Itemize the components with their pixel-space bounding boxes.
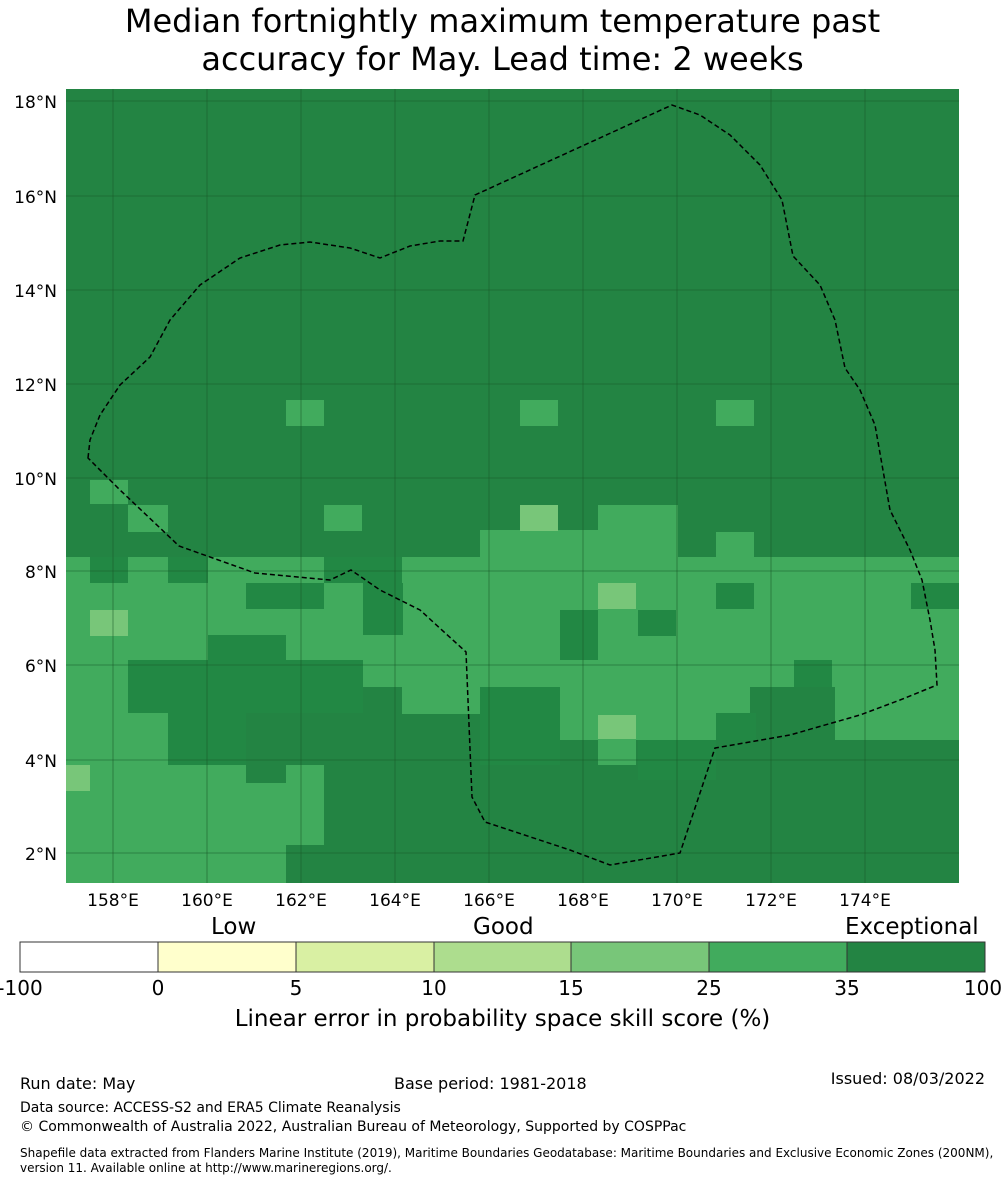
longitude-label: 164°E: [369, 891, 421, 911]
colorbar-segment: [433, 941, 572, 973]
copyright-notice: © Commonwealth of Australia 2022, Austra…: [20, 1119, 687, 1135]
skill-cell: [794, 660, 832, 687]
skill-cell: [716, 532, 754, 582]
skill-cell: [835, 687, 959, 740]
longitude-label: 174°E: [839, 891, 891, 911]
longitude-label: 170°E: [651, 891, 703, 911]
skill-cell: [402, 687, 482, 714]
skill-cell: [911, 583, 959, 609]
latitude-labels: 18°N 16°N 14°N 12°N 10°N 8°N 6°N 4°N 2°N: [14, 93, 57, 865]
colorbar-segment: [157, 941, 297, 973]
skill-cell: [755, 583, 911, 661]
skill-cell: [128, 660, 363, 713]
colorbar-segment: [846, 941, 986, 973]
skill-map: 18°N 16°N 14°N 12°N 10°N 8°N 6°N 4°N 2°N 158°E 16…: [14, 89, 959, 911]
latitude-label: 2°N: [25, 845, 57, 865]
colorbar-axis-label: Linear error in probability space skill …: [234, 1006, 771, 1032]
skill-cell: [286, 400, 324, 426]
skill-cell: [66, 845, 286, 883]
colorbar-tick: 100: [963, 976, 1003, 1000]
latitude-label: 6°N: [25, 657, 57, 677]
longitude-label: 166°E: [463, 891, 515, 911]
colorbar-tick: 15: [558, 976, 584, 1000]
skill-cell: [66, 783, 286, 845]
colorbar-tick: 35: [834, 976, 860, 1000]
colorbar-segment: [19, 941, 159, 973]
skill-cell: [716, 400, 754, 426]
skill-cell: [638, 610, 676, 636]
latitude-label: 14°N: [14, 282, 57, 302]
shapefile-credit: Shapefile data extracted from Flanders M…: [20, 1146, 1000, 1176]
skill-cell: [520, 505, 558, 531]
data-source: Data source: ACCESS-S2 and ERA5 Climate …: [20, 1100, 401, 1116]
colorbar-segment: [570, 941, 710, 973]
colorbar: [19, 941, 986, 973]
run-date: Run date: May: [20, 1074, 136, 1093]
map-title-line2: accuracy for May. Lead time: 2 weeks: [201, 40, 804, 78]
skill-cell: [90, 557, 128, 583]
colorbar-tick: -100: [0, 976, 43, 1000]
colorbar-exceptional-label: Exceptional: [845, 914, 979, 940]
longitude-label: 162°E: [275, 891, 327, 911]
longitude-label: 158°E: [87, 891, 139, 911]
skill-cell: [560, 610, 598, 660]
skill-cell: [716, 583, 754, 609]
issued-date: Issued: 08/03/2022: [830, 1069, 985, 1088]
map-title: Median fortnightly maximum temperature p…: [0, 2, 1005, 78]
skill-cell: [168, 557, 208, 583]
skill-cell: [246, 583, 284, 607]
longitude-label: 160°E: [181, 891, 233, 911]
skill-cell: [598, 583, 636, 609]
skill-cell: [66, 765, 90, 791]
graticule: [66, 89, 959, 883]
longitude-labels: 158°E 160°E 162°E 164°E 166°E 168°E 170°E 172°E…: [87, 891, 891, 911]
skill-cell: [598, 505, 678, 585]
colorbar-tick: 10: [421, 976, 447, 1000]
skill-cell: [480, 687, 560, 765]
colorbar-segment: [708, 941, 848, 973]
colorbar-low-label: Low: [211, 914, 257, 940]
skill-cell: [716, 713, 756, 740]
latitude-label: 10°N: [14, 470, 57, 490]
skill-cell: [480, 530, 600, 560]
skill-cell: [208, 635, 286, 660]
skill-cell: [128, 505, 168, 532]
skill-cell: [324, 505, 362, 531]
colorbar-tick: 5: [289, 976, 303, 1000]
latitude-label: 4°N: [25, 752, 57, 772]
longitude-label: 168°E: [557, 891, 609, 911]
skill-cell: [286, 765, 324, 845]
latitude-label: 8°N: [25, 563, 57, 583]
map-title-line1: Median fortnightly maximum temperature p…: [124, 2, 881, 40]
longitude-label: 172°E: [745, 891, 797, 911]
colorbar-tick: 0: [151, 976, 165, 1000]
skill-cell: [520, 400, 558, 426]
base-period: Base period: 1981-2018: [394, 1074, 587, 1093]
latitude-label: 12°N: [14, 376, 57, 396]
skill-cell: [90, 610, 128, 636]
shapefile-credit-line2: version 11. Available online at http://w…: [20, 1161, 392, 1175]
skill-cell: [598, 715, 636, 739]
colorbar-tick: 25: [696, 976, 722, 1000]
skill-cell: [128, 713, 168, 783]
colorbar-segment: [295, 941, 435, 973]
eez-boundary: [87, 104, 938, 866]
shapefile-credit-line1: Shapefile data extracted from Flanders M…: [20, 1146, 994, 1160]
colorbar-good-label: Good: [473, 914, 534, 940]
latitude-label: 18°N: [14, 93, 57, 113]
latitude-label: 16°N: [14, 188, 57, 208]
